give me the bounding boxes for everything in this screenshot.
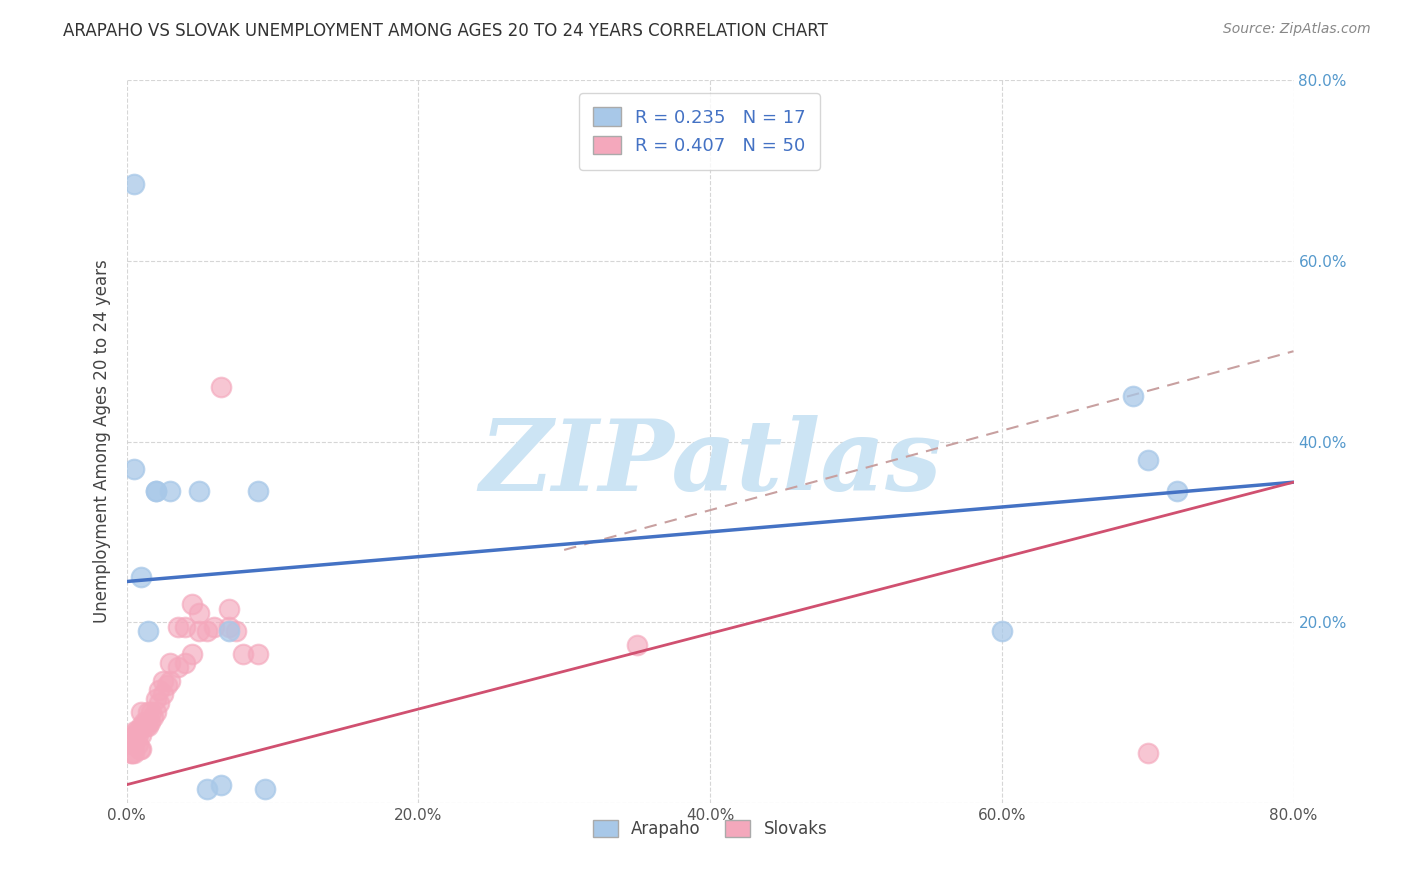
Point: [218, 624, 240, 639]
Point: [246, 484, 269, 499]
Point: [138, 624, 160, 639]
Point: [145, 692, 167, 706]
Point: [1136, 746, 1159, 760]
Point: [232, 647, 254, 661]
Text: ZIPatlas: ZIPatlas: [479, 415, 941, 511]
Point: [122, 746, 145, 760]
Point: [136, 714, 159, 729]
Point: [159, 484, 181, 499]
Point: [209, 778, 232, 792]
Point: [121, 746, 143, 760]
Point: [188, 606, 211, 620]
Point: [181, 597, 204, 611]
Point: [129, 728, 152, 742]
Point: [134, 719, 156, 733]
Point: [138, 706, 160, 720]
Point: [181, 647, 204, 661]
Point: [145, 706, 167, 720]
Point: [152, 673, 174, 688]
Point: [195, 782, 218, 797]
Legend: Arapaho, Slovaks: Arapaho, Slovaks: [586, 814, 834, 845]
Text: Source: ZipAtlas.com: Source: ZipAtlas.com: [1223, 22, 1371, 37]
Point: [174, 620, 197, 634]
Point: [174, 656, 197, 670]
Point: [159, 673, 181, 688]
Point: [127, 728, 149, 742]
Point: [145, 484, 167, 499]
Point: [1122, 389, 1144, 403]
Point: [209, 380, 232, 394]
Point: [124, 723, 146, 738]
Point: [152, 687, 174, 701]
Point: [188, 624, 211, 639]
Point: [990, 624, 1012, 639]
Point: [195, 624, 218, 639]
Point: [626, 638, 648, 652]
Point: [148, 682, 170, 697]
Point: [166, 660, 188, 674]
Point: [129, 570, 152, 584]
Point: [159, 656, 181, 670]
Point: [202, 620, 225, 634]
Point: [125, 723, 148, 738]
Point: [1166, 484, 1188, 499]
Point: [120, 737, 142, 751]
Point: [1136, 452, 1159, 467]
Point: [122, 737, 145, 751]
Point: [218, 601, 240, 615]
Point: [138, 719, 160, 733]
Point: [128, 741, 150, 756]
Point: [218, 620, 240, 634]
Text: ARAPAHO VS SLOVAK UNEMPLOYMENT AMONG AGES 20 TO 24 YEARS CORRELATION CHART: ARAPAHO VS SLOVAK UNEMPLOYMENT AMONG AGE…: [63, 22, 828, 40]
Point: [145, 484, 167, 499]
Point: [129, 741, 152, 756]
Point: [156, 678, 179, 692]
Point: [166, 620, 188, 634]
Y-axis label: Unemployment Among Ages 20 to 24 years: Unemployment Among Ages 20 to 24 years: [93, 260, 111, 624]
Point: [139, 714, 162, 729]
Point: [142, 710, 165, 724]
Point: [148, 697, 170, 711]
Point: [122, 461, 145, 475]
Point: [225, 624, 247, 639]
Point: [122, 728, 145, 742]
Point: [188, 484, 211, 499]
Point: [141, 706, 163, 720]
Point: [132, 714, 155, 729]
Point: [129, 719, 152, 733]
Point: [122, 177, 145, 191]
Point: [246, 647, 269, 661]
Point: [254, 782, 277, 797]
Point: [120, 746, 142, 760]
Point: [127, 737, 149, 751]
Point: [129, 706, 152, 720]
